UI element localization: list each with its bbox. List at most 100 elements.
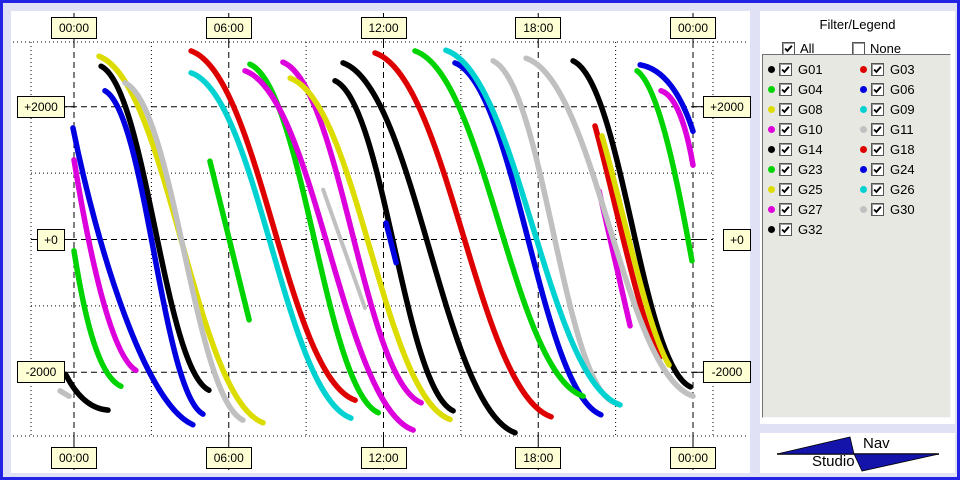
curve-G27 [658,88,696,168]
curve-G32 [340,60,518,436]
legend-label: G09 [890,101,915,117]
navstudio-logo-icon [776,436,940,472]
legend-item-G09[interactable]: G09 [860,100,915,118]
curve-G24 [383,220,399,266]
legend-checkbox-G25[interactable] [779,182,792,196]
color-bullet-icon [860,85,867,93]
legend-checkbox-G26[interactable] [871,182,884,196]
legend-item-G25[interactable]: G25 [768,180,823,198]
legend-checkbox-G10[interactable] [779,122,792,136]
tick-label-bottom: 18:00 [515,447,562,469]
curve-G01 [570,58,694,390]
legend-item-G24[interactable]: G24 [860,160,915,178]
legend-label: G24 [890,161,915,177]
tick-label-right: +2000 [703,95,751,118]
color-bullet-icon [768,125,775,133]
curve-G14 [63,372,111,413]
legend-item-G23[interactable]: G23 [768,160,823,178]
legend-item-G08[interactable]: G08 [768,100,823,118]
legend-checkbox-G18[interactable] [871,142,884,156]
curve-G30 [321,187,367,310]
tick-label-right: +0 [723,228,751,251]
legend-label: G26 [890,181,915,197]
color-bullet-icon [860,125,867,133]
color-bullet-icon [860,145,867,153]
color-bullet-icon [860,205,867,213]
legend-checkbox-G08[interactable] [779,102,792,116]
legend-label: G25 [798,181,823,197]
legend-checkbox-G04[interactable] [779,82,792,96]
tick-label-top: 12:00 [360,17,407,39]
legend-title: Filter/Legend [819,17,896,32]
curve-G03 [188,48,358,403]
curve-G04 [71,248,124,389]
tick-label-top: 00:00 [51,17,97,39]
color-bullet-icon [860,185,867,193]
tick-label-left: -2000 [17,361,65,384]
legend-label: G04 [798,81,823,97]
legend-label: G14 [798,141,823,157]
tick-label-bottom: 12:00 [360,447,407,469]
none-label: None [870,41,902,56]
legend-checkbox-G09[interactable] [871,102,884,116]
curve-G11 [490,58,616,405]
color-bullet-icon [768,105,775,113]
legend-item-G10[interactable]: G10 [768,120,823,138]
legend-checkbox-G27[interactable] [779,202,792,216]
curve-G10 [71,157,139,374]
legend-checkbox-G30[interactable] [871,202,884,216]
curve-G01 [98,63,212,393]
tick-label-left: +0 [37,228,65,251]
legend-item-G03[interactable]: G03 [860,60,915,78]
legend-item-G32[interactable]: G32 [768,220,823,238]
legend-label: G11 [890,121,914,137]
curve-G04 [634,68,695,264]
legend-checkbox-G01[interactable] [779,62,792,76]
all-label: All [800,41,815,56]
curve-G09 [188,70,354,421]
color-bullet-icon [768,225,775,233]
color-bullet-icon [768,65,775,73]
legend-item-G11[interactable]: G11 [860,120,914,138]
legend-checkbox-G24[interactable] [871,162,884,176]
curve-G30 [57,388,72,399]
color-bullet-icon [768,205,775,213]
legend-label: G01 [798,61,823,77]
curve-G24 [637,62,696,135]
legend-checkbox-G06[interactable] [871,82,884,96]
legend-label: G10 [798,121,823,137]
color-bullet-icon [860,105,867,113]
curve-G25 [287,75,453,423]
curve-G27 [242,68,416,433]
legend-checkbox-G03[interactable] [871,62,884,76]
legend-item-G06[interactable]: G06 [860,80,915,98]
legend-item-G04[interactable]: G04 [768,80,823,98]
legend-label: G18 [890,141,915,157]
legend-item-G27[interactable]: G27 [768,200,823,218]
curve-G26 [443,47,623,408]
tick-label-top: 06:00 [205,17,252,39]
legend-item-G14[interactable]: G14 [768,140,823,158]
curve-G08 [599,133,672,368]
logo-text-nav: Nav [863,435,890,452]
legend-label: G27 [798,201,823,217]
curve-G30 [523,55,696,399]
legend-item-G26[interactable]: G26 [860,180,915,198]
logo-panel: Nav Studio [760,433,955,473]
legend-item-G30[interactable]: G30 [860,200,915,218]
color-bullet-icon [768,145,775,153]
curve-G23 [412,48,586,399]
curve-G23 [207,158,252,323]
filter-none[interactable]: None [852,41,901,56]
doppler-chart [13,13,749,470]
legend-checkbox-G32[interactable] [779,222,792,236]
legend-panel: Filter/Legend All None G01 G04 G08 G10 G14 G2… [760,11,955,424]
color-bullet-icon [860,65,867,73]
legend-item-G18[interactable]: G18 [860,140,915,158]
legend-checkbox-G23[interactable] [779,162,792,176]
legend-label: G23 [798,161,823,177]
legend-checkbox-G14[interactable] [779,142,792,156]
tick-label-bottom: 00:00 [51,447,97,469]
legend-item-G01[interactable]: G01 [768,60,823,78]
legend-checkbox-G11[interactable] [871,122,884,136]
